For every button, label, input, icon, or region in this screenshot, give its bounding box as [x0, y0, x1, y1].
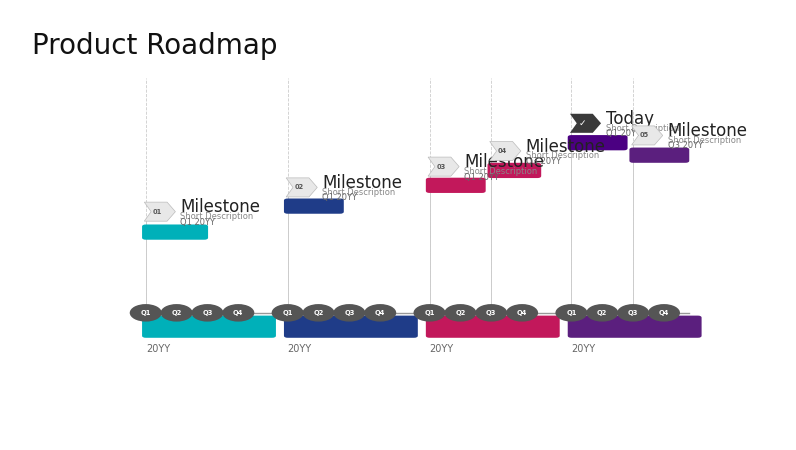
- Text: Short Description: Short Description: [526, 151, 599, 160]
- FancyBboxPatch shape: [426, 178, 486, 193]
- Text: Milestone: Milestone: [526, 138, 606, 156]
- Ellipse shape: [617, 304, 650, 322]
- Text: 03: 03: [436, 164, 446, 170]
- Text: 20YY: 20YY: [430, 344, 454, 354]
- Ellipse shape: [161, 304, 193, 322]
- FancyBboxPatch shape: [142, 225, 208, 240]
- Polygon shape: [570, 114, 601, 133]
- Text: Q1 20YY: Q1 20YY: [606, 129, 641, 138]
- Text: Q1: Q1: [283, 310, 293, 316]
- Text: Short Description: Short Description: [322, 188, 396, 197]
- Text: Milestone: Milestone: [322, 174, 402, 192]
- FancyBboxPatch shape: [630, 148, 689, 163]
- Text: 20YY: 20YY: [287, 344, 312, 354]
- Ellipse shape: [334, 304, 365, 322]
- Text: Q3: Q3: [344, 310, 354, 316]
- Text: 20YY: 20YY: [146, 344, 170, 354]
- Text: Q3: Q3: [202, 310, 213, 316]
- Text: Q1 20YY: Q1 20YY: [181, 217, 215, 226]
- Ellipse shape: [413, 304, 446, 322]
- Text: Short Description: Short Description: [668, 136, 741, 145]
- Text: Q3 20YY: Q3 20YY: [668, 141, 703, 150]
- Text: Q1: Q1: [141, 310, 151, 316]
- Text: 05: 05: [640, 132, 649, 139]
- Text: Q3 20YY: Q3 20YY: [526, 157, 561, 166]
- FancyBboxPatch shape: [284, 315, 418, 338]
- Text: Q3: Q3: [486, 310, 497, 316]
- Text: Q1: Q1: [424, 310, 435, 316]
- Ellipse shape: [271, 304, 304, 322]
- Ellipse shape: [506, 304, 538, 322]
- Text: 01: 01: [152, 209, 162, 215]
- Ellipse shape: [130, 304, 162, 322]
- Text: Q4: Q4: [659, 310, 669, 316]
- Ellipse shape: [556, 304, 587, 322]
- Text: Milestone: Milestone: [668, 122, 747, 140]
- Text: Milestone: Milestone: [181, 198, 260, 216]
- Ellipse shape: [191, 304, 224, 322]
- Ellipse shape: [648, 304, 680, 322]
- FancyBboxPatch shape: [568, 135, 627, 150]
- Text: 04: 04: [498, 148, 507, 154]
- Text: Q1 20YY: Q1 20YY: [322, 194, 357, 202]
- FancyBboxPatch shape: [284, 198, 344, 214]
- FancyBboxPatch shape: [142, 315, 276, 338]
- Ellipse shape: [222, 304, 255, 322]
- Text: Product Roadmap: Product Roadmap: [32, 32, 277, 59]
- Text: Q4: Q4: [375, 310, 385, 316]
- Text: Short Description: Short Description: [464, 167, 537, 176]
- Text: Short Description: Short Description: [181, 212, 254, 221]
- Text: Q4: Q4: [517, 310, 527, 316]
- Text: 20YY: 20YY: [572, 344, 595, 354]
- Text: ✓: ✓: [579, 119, 587, 128]
- Polygon shape: [428, 157, 459, 176]
- Text: Q2: Q2: [171, 310, 181, 316]
- Text: Q1 20YY: Q1 20YY: [464, 172, 499, 181]
- Text: 02: 02: [295, 184, 303, 190]
- Text: Q2: Q2: [597, 310, 607, 316]
- Text: Milestone: Milestone: [464, 153, 544, 171]
- Text: Q1: Q1: [566, 310, 576, 316]
- Ellipse shape: [444, 304, 477, 322]
- Ellipse shape: [475, 304, 507, 322]
- Ellipse shape: [302, 304, 334, 322]
- Ellipse shape: [586, 304, 618, 322]
- Text: Q3: Q3: [628, 310, 638, 316]
- Text: Q4: Q4: [233, 310, 244, 316]
- FancyBboxPatch shape: [426, 315, 560, 338]
- Polygon shape: [490, 141, 521, 161]
- Polygon shape: [287, 178, 318, 197]
- Polygon shape: [144, 202, 175, 221]
- FancyBboxPatch shape: [487, 163, 541, 178]
- FancyBboxPatch shape: [568, 315, 701, 338]
- Text: Q2: Q2: [455, 310, 466, 316]
- Ellipse shape: [364, 304, 396, 322]
- Text: Q2: Q2: [314, 310, 324, 316]
- Polygon shape: [632, 126, 663, 145]
- Text: Short Description: Short Description: [606, 124, 679, 133]
- Text: Today: Today: [606, 110, 654, 128]
